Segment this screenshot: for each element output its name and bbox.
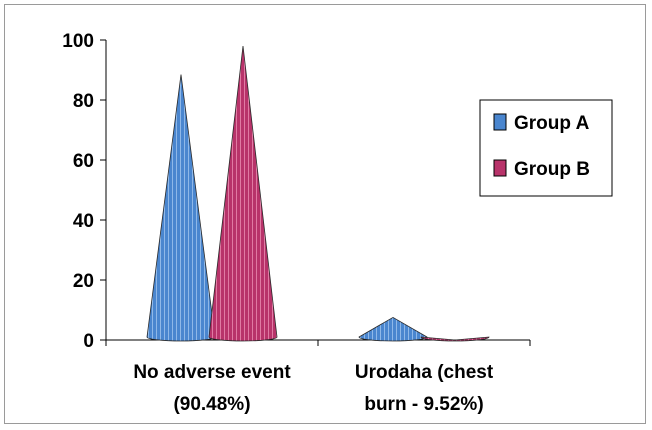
y-tick-label: 100 xyxy=(62,31,94,52)
y-tick-label: 20 xyxy=(73,271,94,292)
legend-label: Group B xyxy=(514,159,590,180)
legend: Group A Group B xyxy=(479,99,613,197)
y-tick-label: 40 xyxy=(73,211,94,232)
cone-bar-group-a xyxy=(146,74,216,342)
x-category-label: Urodaha (chest xyxy=(355,362,494,383)
axes: 0 20 40 60 80 100 No adverse event (90.48%) Urod… xyxy=(62,31,531,415)
x-category-label: No adverse event xyxy=(133,362,291,383)
chart-marks xyxy=(146,45,490,342)
cone-bar-group-a xyxy=(358,316,428,342)
legend-swatch xyxy=(493,159,507,177)
x-category-label: burn - 9.52%) xyxy=(364,394,483,415)
cone-bar-group-b xyxy=(208,45,278,342)
y-tick-label: 80 xyxy=(73,91,94,112)
x-category-label: (90.48%) xyxy=(173,394,250,415)
y-tick-label: 0 xyxy=(83,331,94,352)
cone-bar-group-b xyxy=(420,336,490,342)
legend-swatch xyxy=(493,113,507,131)
chart-frame xyxy=(4,4,646,424)
legend-label: Group A xyxy=(514,113,590,134)
y-tick-label: 60 xyxy=(73,151,94,172)
